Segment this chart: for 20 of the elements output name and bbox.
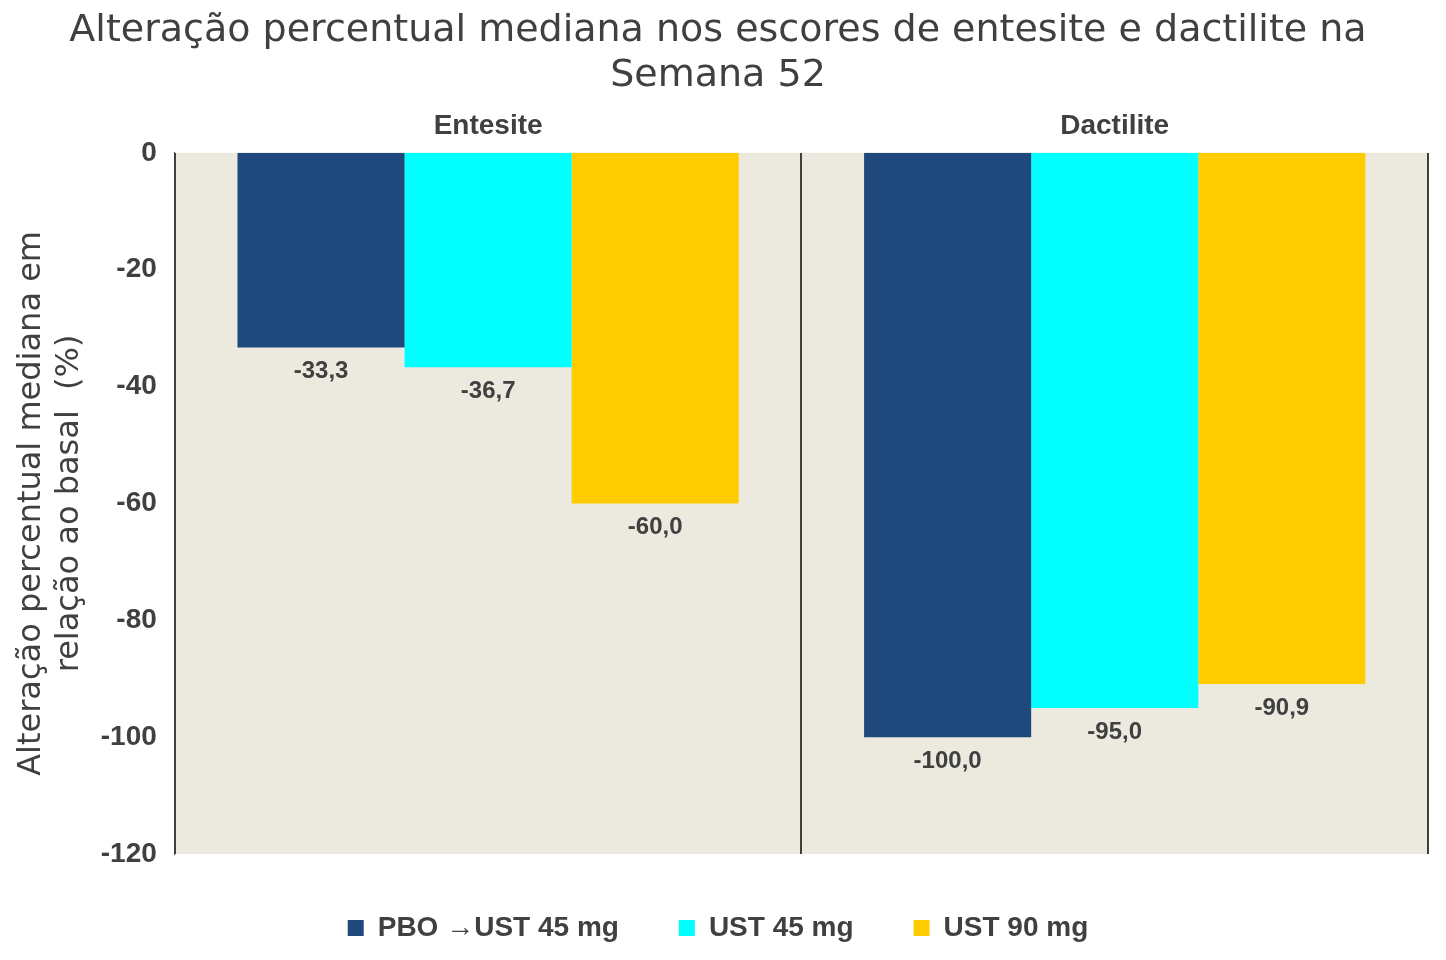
legend-label: UST 45 mg [708,910,854,942]
y-tick-label: -40 [116,369,157,401]
chart-title: Alteração percentual mediana nos escores de entesite e dactilite na Semana 52 [69,5,1367,96]
text: -100,0 [913,745,982,773]
text: -90,9 [1254,692,1310,720]
y-axis-title: Alteração percentual mediana em relação ao basal (%) [9,230,86,776]
y-tick-label: -120 [100,836,157,868]
y-tick-label: 0 [141,135,157,167]
x-tick-label: Entesite [433,108,543,140]
text: -33,3 [293,356,349,384]
x-tick-label: Dactilite [1060,108,1170,140]
text: -95,0 [1087,716,1143,744]
y-tick-label: -20 [116,252,157,284]
legend-label: UST 90 mg [943,910,1089,942]
text: -60,0 [627,512,683,540]
y-tick-label: -80 [116,602,157,634]
legend-label: PBO →UST 45 mg [377,910,619,942]
y-tick-label: -100 [100,719,157,751]
y-tick-label: -60 [116,486,157,518]
text: -36,7 [460,375,516,403]
